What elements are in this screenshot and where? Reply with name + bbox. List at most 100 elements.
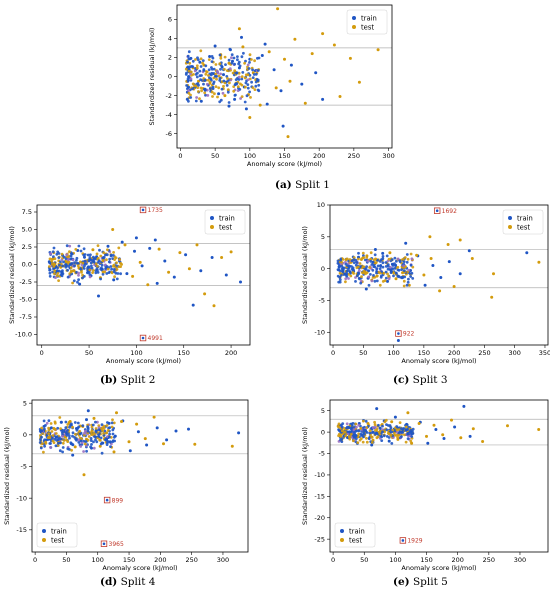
test-point xyxy=(203,91,207,95)
test-point xyxy=(208,80,212,84)
test-point xyxy=(376,48,380,52)
train-point xyxy=(79,439,83,443)
train-point xyxy=(390,430,394,434)
train-point xyxy=(220,87,224,91)
y-tick-label: 0 xyxy=(321,428,325,436)
train-point xyxy=(185,71,188,75)
test-point xyxy=(393,434,396,437)
train-point xyxy=(314,71,318,75)
train-point xyxy=(98,248,101,252)
test-point xyxy=(409,439,413,443)
y-tick-label: 6 xyxy=(168,16,172,24)
train-point xyxy=(186,97,189,101)
train-point xyxy=(79,267,83,271)
test-point xyxy=(157,247,161,251)
train-point xyxy=(96,271,100,274)
outlier-point xyxy=(141,336,145,340)
test-point xyxy=(374,257,377,261)
x-tick-label: 300 xyxy=(508,349,520,357)
train-point xyxy=(109,265,113,268)
x-tick-label: 0 xyxy=(40,349,44,357)
train-point xyxy=(385,435,389,438)
test-point xyxy=(215,77,218,81)
test-point xyxy=(192,73,195,76)
outlier-marker xyxy=(399,537,407,544)
train-point xyxy=(431,264,435,267)
train-point xyxy=(244,59,247,63)
train-point xyxy=(201,59,205,62)
train-point xyxy=(100,451,104,455)
train-point xyxy=(230,61,234,65)
test-point xyxy=(248,116,252,119)
train-point xyxy=(409,428,413,432)
x-tick-label: 100 xyxy=(387,349,399,357)
test-point xyxy=(228,81,231,85)
train-point xyxy=(225,84,229,87)
test-legend-label: test xyxy=(517,223,530,231)
train-point xyxy=(227,58,231,62)
y-tick-label: -5.0 xyxy=(19,296,32,304)
train-point xyxy=(43,427,46,431)
train-point xyxy=(78,282,82,286)
x-tick-label: 250 xyxy=(348,152,360,160)
x-tick-label: 0 xyxy=(33,556,37,564)
train-point xyxy=(75,259,78,262)
train-point xyxy=(75,261,79,265)
train-point xyxy=(105,272,109,275)
train-point xyxy=(256,79,260,83)
train-point xyxy=(45,421,49,425)
caption-tag: (d) xyxy=(100,576,117,588)
train-point xyxy=(244,81,248,85)
test-point xyxy=(106,248,109,252)
train-point xyxy=(193,69,197,73)
test-point xyxy=(233,69,237,73)
train-point xyxy=(59,260,62,264)
x-tick-label: 0 xyxy=(331,349,335,357)
test-point xyxy=(56,272,60,275)
train-point xyxy=(237,78,241,81)
train-point xyxy=(112,435,116,439)
caption-text: Split 5 xyxy=(410,576,448,588)
test-legend-marker xyxy=(508,225,512,229)
train-point xyxy=(106,244,110,248)
test-point xyxy=(369,251,373,255)
train-point xyxy=(447,260,451,264)
test-point xyxy=(96,265,99,268)
test-point xyxy=(55,274,59,278)
x-tick-label: 100 xyxy=(130,349,142,357)
train-point xyxy=(209,73,213,77)
train-point xyxy=(101,272,105,276)
train-point xyxy=(81,424,85,427)
train-point xyxy=(64,420,68,424)
x-axis-title: Anomaly score (kJ/mol) xyxy=(247,160,322,168)
test-point xyxy=(389,433,393,437)
test-point xyxy=(74,248,78,251)
train-point xyxy=(187,57,191,61)
train-point xyxy=(352,431,356,434)
test-point xyxy=(373,420,376,424)
train-point xyxy=(462,404,466,408)
train-point xyxy=(381,261,385,265)
test-point xyxy=(204,70,208,73)
train-point xyxy=(85,449,88,453)
train-point xyxy=(265,102,269,106)
train-point xyxy=(367,275,370,279)
train-point xyxy=(186,60,190,64)
test-point xyxy=(69,266,73,269)
train-point xyxy=(344,277,348,281)
train-point xyxy=(58,263,61,267)
train-point xyxy=(92,259,95,263)
test-point xyxy=(78,429,82,433)
test-point xyxy=(321,32,325,36)
y-tick-label: 5 xyxy=(23,399,27,407)
train-point xyxy=(357,272,360,276)
test-point xyxy=(101,429,104,433)
test-point xyxy=(251,86,255,89)
caption-tag: (a) xyxy=(275,179,292,191)
train-point xyxy=(65,431,68,434)
test-legend-marker xyxy=(352,25,356,29)
train-point xyxy=(357,269,361,273)
train-point xyxy=(250,80,254,84)
train-point xyxy=(341,266,345,270)
train-point xyxy=(110,421,114,425)
